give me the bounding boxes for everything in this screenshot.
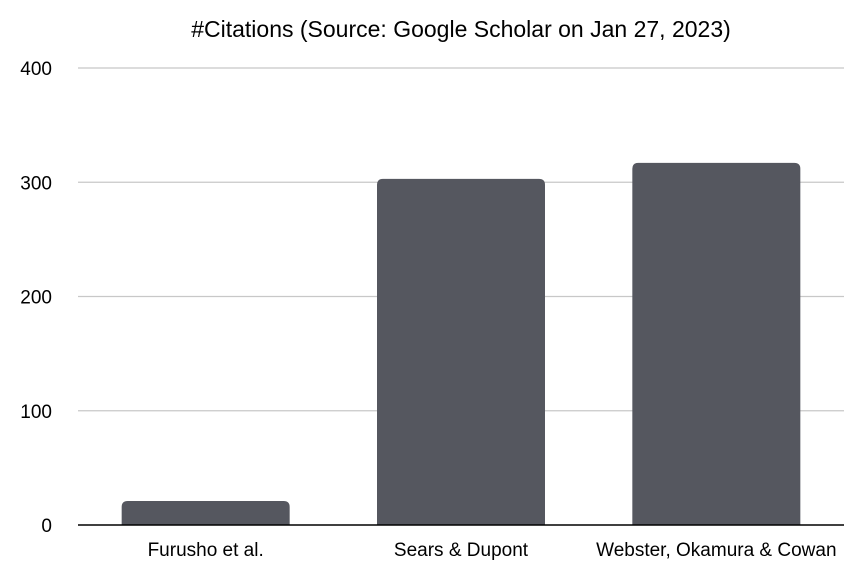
chart-title: #Citations (Source: Google Scholar on Ja…: [191, 16, 731, 42]
bar-furusho-et-al: [121, 501, 290, 525]
x-tick-label: Furusho et al.: [148, 540, 264, 561]
bar-sears-dupont: [377, 178, 545, 525]
y-tick-label-400: 400: [20, 59, 52, 80]
bars: [121, 162, 801, 525]
y-tick-label-200: 200: [20, 288, 52, 309]
y-tick-label-100: 100: [20, 402, 52, 423]
x-tick-label: Sears & Dupont: [394, 540, 529, 561]
x-tick-label: Webster, Okamura & Cowan: [596, 540, 836, 561]
bar-webster-okamura-cowan: [632, 162, 801, 525]
y-axis-ticks: 0 100 200 300 400: [20, 59, 52, 537]
y-tick-label-300: 300: [20, 173, 52, 194]
y-tick-label-0: 0: [41, 516, 52, 537]
x-axis-labels: Furusho et al. Sears & Dupont Webster, Oka…: [148, 540, 837, 561]
